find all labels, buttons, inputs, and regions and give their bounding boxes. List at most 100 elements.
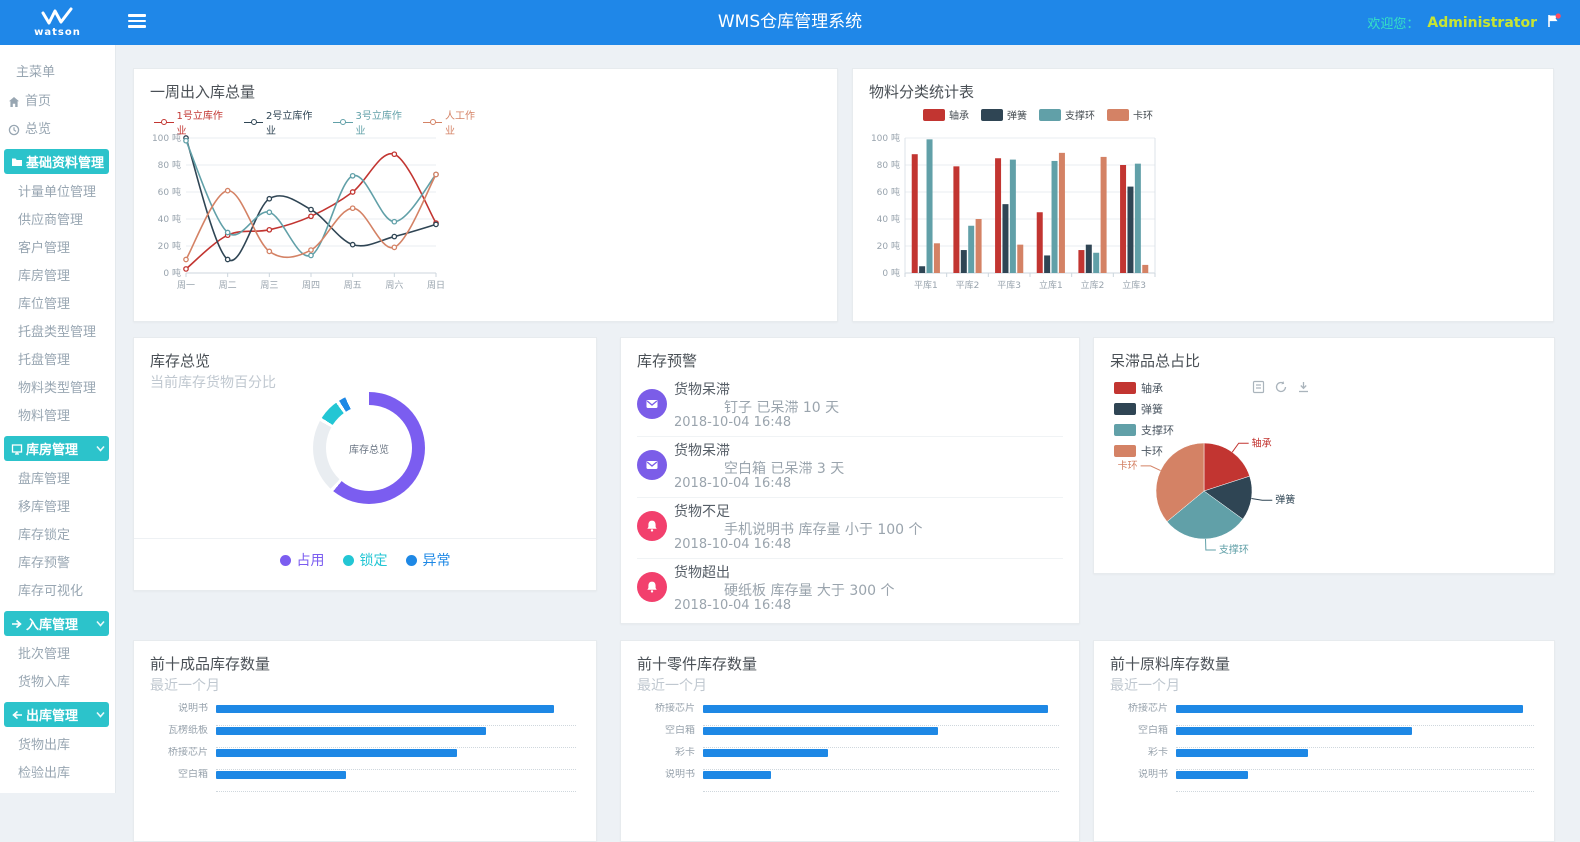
username[interactable]: Administrator	[1427, 14, 1537, 31]
hbar-value[interactable]	[1176, 771, 1248, 779]
arrow-left-icon	[11, 709, 23, 721]
sidebar-item[interactable]: 库存可视化	[0, 578, 115, 606]
hbar-value[interactable]	[703, 749, 828, 757]
card-title: 库存总览	[150, 352, 211, 370]
card-subtitle: 最近一个月	[637, 678, 707, 694]
legend-item[interactable]: 弹簧	[981, 107, 1027, 122]
sidebar-item[interactable]: 盘库管理	[0, 466, 115, 494]
legend-item[interactable]: 支撑环	[1039, 107, 1095, 122]
alert-item[interactable]: 货物不足 手机说明书 库存量 小于 100 个 2018-10-04 16:48	[637, 498, 1063, 559]
sidebar-item[interactable]: 库存锁定	[0, 522, 115, 550]
hbar-value[interactable]	[1176, 705, 1524, 713]
hbar-value[interactable]	[216, 727, 486, 735]
refresh-icon[interactable]	[1274, 380, 1288, 394]
sidebar-item[interactable]: 货物出库	[0, 732, 115, 760]
hbar-value[interactable]	[703, 727, 938, 735]
svg-text:100 吨: 100 吨	[152, 132, 181, 144]
sidebar-item[interactable]: 托盘类型管理	[0, 319, 115, 347]
sidebar-group[interactable]: 出库管理	[4, 702, 109, 727]
sidebar-item[interactable]: 批次管理	[0, 641, 115, 669]
card-title: 前十零件库存数量	[637, 655, 758, 673]
hbar-value[interactable]	[216, 749, 458, 757]
hbar-row: 说明书	[150, 703, 576, 726]
sidebar-item[interactable]: 首页	[0, 88, 115, 116]
alert-item[interactable]: 货物超出 硬纸板 库存量 大于 300 个 2018-10-04 16:48	[637, 559, 1063, 619]
svg-text:平库2: 平库2	[956, 279, 980, 291]
svg-text:卡环: 卡环	[1118, 459, 1138, 472]
warehouse-icon	[11, 443, 23, 455]
menu-toggle-icon[interactable]	[128, 14, 146, 30]
sidebar-item[interactable]: 物料类型管理	[0, 375, 115, 403]
hbar-value[interactable]	[1176, 749, 1309, 757]
hbar-value[interactable]	[703, 705, 1049, 713]
brand-logo[interactable]: watson	[0, 0, 115, 45]
sidebar-item-label: 托盘管理	[18, 353, 71, 368]
legend-swatch	[923, 108, 945, 121]
svg-text:弹簧: 弹簧	[1275, 493, 1295, 506]
svg-text:周一: 周一	[177, 280, 195, 291]
hbar-row: 空白箱	[150, 769, 576, 792]
sidebar-item[interactable]: 库房管理	[0, 263, 115, 291]
legend-item[interactable]: 人工作业	[422, 107, 485, 137]
legend-item[interactable]: 1号立库作业	[154, 107, 232, 137]
sidebar-item-label: 检验出库	[18, 766, 71, 781]
notification-flag-icon[interactable]	[1545, 12, 1562, 33]
hbar-row: 桥接芯片	[637, 703, 1059, 726]
sidebar-group[interactable]: 入库管理	[4, 611, 109, 636]
legend-swatch	[1114, 382, 1136, 394]
welcome-label: 欢迎您：	[1367, 17, 1420, 32]
alert-timestamp: 2018-10-04 16:48	[674, 598, 792, 613]
legend-swatch	[981, 108, 1003, 121]
inventory-donut-chart: 库存总览	[313, 392, 425, 504]
legend-item[interactable]: 卡环	[1114, 443, 1174, 459]
donut-legend: 占用 锁定 异常	[134, 550, 596, 570]
legend-swatch	[1114, 424, 1136, 436]
legend-label: 异常	[422, 553, 451, 569]
sidebar-group[interactable]: 基础资料管理	[4, 149, 109, 174]
legend-item[interactable]: 2号立库作业	[243, 107, 322, 137]
alert-item[interactable]: 货物呆滞 空白箱 已呆滞 3 天 2018-10-04 16:48	[637, 437, 1063, 498]
hbar-label: 彩卡	[675, 747, 695, 758]
home-icon	[7, 96, 20, 108]
legend-item[interactable]: 弹簧	[1114, 401, 1174, 417]
sidebar-item-label: 货物入库	[18, 675, 71, 690]
sidebar-item-label: 库房管理	[18, 269, 71, 284]
sidebar-item[interactable]: 物料管理	[0, 403, 115, 431]
svg-text:周三: 周三	[260, 280, 278, 291]
arrow-right-icon	[11, 618, 23, 630]
legend-label: 支撑环	[1141, 424, 1174, 437]
hbar-value[interactable]	[1176, 727, 1413, 735]
sidebar-item[interactable]: 供应商管理	[0, 207, 115, 235]
folder-icon	[11, 156, 23, 168]
legend-item[interactable]: 占用	[279, 550, 325, 570]
alert-item[interactable]: 货物呆滞 钉子 已呆滞 10 天 2018-10-04 16:48	[637, 376, 1063, 437]
sidebar-item[interactable]: 货物入库	[0, 669, 115, 697]
download-icon[interactable]	[1297, 380, 1310, 394]
sidebar-item[interactable]: 移库管理	[0, 494, 115, 522]
svg-text:平库3: 平库3	[997, 279, 1021, 291]
data-view-icon[interactable]	[1252, 380, 1265, 394]
sidebar-item-label: 物料管理	[18, 409, 71, 424]
sidebar-item[interactable]: 库位管理	[0, 291, 115, 319]
legend-item[interactable]: 支撑环	[1114, 422, 1174, 438]
sidebar-item[interactable]: 客户管理	[0, 235, 115, 263]
sidebar-item[interactable]: 库存预警	[0, 550, 115, 578]
legend-item[interactable]: 3号立库作业	[333, 107, 411, 137]
sidebar-item[interactable]: 总览	[0, 116, 115, 144]
hbar-value[interactable]	[216, 705, 555, 713]
sidebar-item[interactable]: 托盘管理	[0, 347, 115, 375]
sidebar-group[interactable]: 库房管理	[4, 436, 109, 461]
sidebar-item[interactable]: 检验出库	[0, 760, 115, 788]
hbar-value[interactable]	[216, 771, 346, 779]
legend-item[interactable]: 锁定	[342, 550, 388, 570]
legend-item[interactable]: 轴承	[1114, 380, 1174, 396]
card-top-raw-stock: 前十原料库存数量 最近一个月 桥接芯片 空白箱 彩卡 说明书	[1093, 640, 1555, 842]
hbar-value[interactable]	[703, 771, 771, 779]
sidebar-item[interactable]: 计量单位管理	[0, 179, 115, 207]
legend-label: 卡环	[1141, 445, 1163, 458]
hbar-row: 彩卡	[637, 747, 1059, 770]
legend-item[interactable]: 轴承	[923, 107, 969, 122]
legend-item[interactable]: 异常	[405, 550, 451, 570]
legend-item[interactable]: 卡环	[1107, 107, 1153, 122]
